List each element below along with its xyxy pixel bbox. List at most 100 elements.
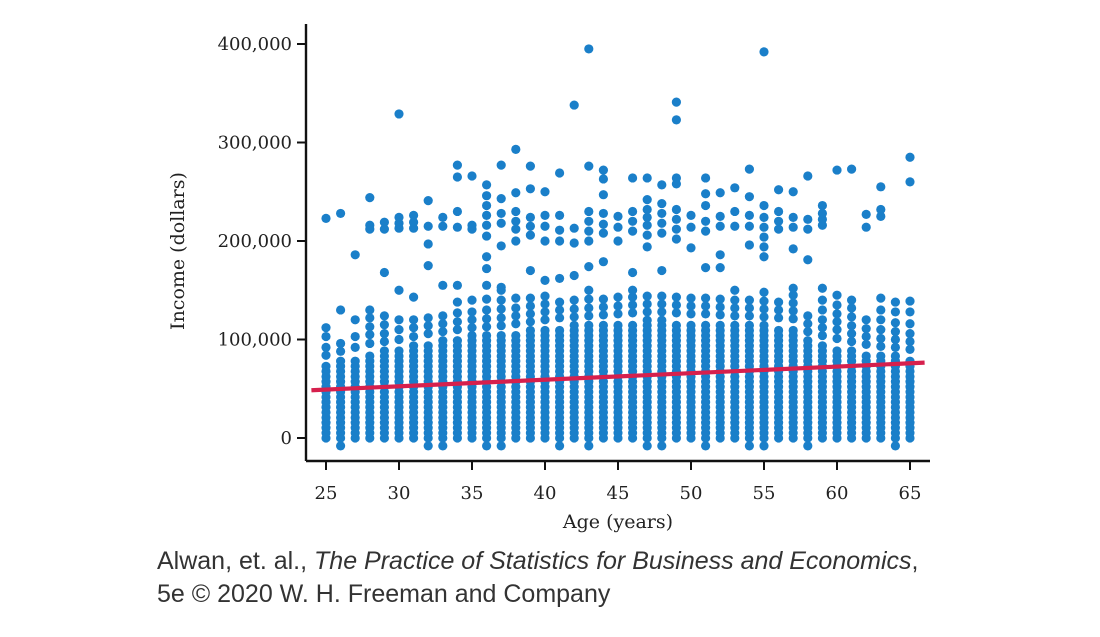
data-point [715, 188, 725, 198]
data-point [452, 172, 462, 182]
data-point-outlier [905, 177, 915, 187]
data-point [774, 206, 784, 217]
data-point [409, 210, 419, 220]
data-point [482, 322, 492, 332]
data-point [730, 303, 740, 313]
data-point [861, 315, 871, 325]
data-point [774, 297, 784, 307]
data-point [890, 318, 901, 328]
data-point [876, 351, 886, 361]
data-point [336, 346, 346, 356]
data-point [832, 333, 842, 344]
data-point [671, 320, 682, 330]
data-point [467, 307, 477, 317]
data-point [730, 206, 740, 217]
data-point-outlier [905, 152, 915, 162]
data-point [350, 315, 360, 325]
data-point [759, 212, 769, 222]
caption-line-1: Alwan, et. al., The Practice of Statisti… [157, 545, 1077, 578]
data-point [438, 311, 448, 321]
data-point [452, 336, 462, 346]
data-point [628, 292, 638, 302]
data-point [540, 210, 550, 220]
data-point [525, 161, 536, 171]
data-point [847, 312, 857, 322]
data-point [788, 314, 798, 324]
ticks-layer: 25 30 35 40 45 50 55 60 65 0 100,000 200,000 300,000… [218, 34, 922, 504]
data-point [730, 221, 740, 231]
data-point [452, 317, 462, 327]
data-point [321, 350, 331, 360]
data-point [569, 312, 579, 322]
data-point [482, 294, 492, 304]
data-point [744, 210, 755, 220]
data-point [657, 208, 667, 219]
data-point [511, 236, 521, 246]
data-point [525, 212, 536, 222]
data-point [511, 303, 521, 313]
data-point [817, 323, 828, 333]
data-point [774, 325, 784, 336]
y-tick-label: 0 [281, 428, 292, 449]
data-point [642, 195, 652, 205]
data-point [496, 218, 506, 228]
data-point [569, 295, 579, 305]
data-point [496, 330, 506, 341]
caption-book-title: The Practice of Statistics for Business … [314, 547, 912, 575]
data-point [569, 223, 579, 233]
data-point [540, 291, 550, 301]
data-point [686, 243, 696, 253]
data-point [365, 322, 375, 332]
data-point-outlier [671, 115, 682, 125]
data-point [482, 252, 492, 262]
data-point [482, 180, 492, 190]
regression-line-layer [311, 360, 925, 393]
y-tick-label: 200,000 [218, 231, 292, 252]
data-point [423, 221, 433, 231]
data-point [423, 239, 433, 249]
data-point [774, 216, 784, 226]
data-point-outlier [438, 280, 448, 290]
data-point [890, 297, 901, 307]
data-point [890, 342, 901, 352]
data-point [671, 204, 682, 215]
data-point [657, 265, 667, 276]
data-point [788, 290, 798, 300]
data-point [598, 228, 609, 238]
data-point [744, 221, 755, 231]
data-point [744, 320, 755, 330]
data-point [336, 338, 346, 349]
data-point [365, 338, 375, 349]
data-point [642, 204, 652, 215]
data-point [817, 341, 828, 351]
data-point [452, 308, 462, 318]
data-point [598, 190, 609, 200]
data-point [657, 299, 667, 309]
data-point [511, 311, 521, 321]
data-point [847, 336, 857, 347]
data-point [803, 336, 813, 346]
data-point [642, 242, 652, 252]
data-point-outlier [321, 213, 331, 223]
data-point [584, 320, 594, 330]
data-point [686, 222, 696, 232]
data-point [613, 222, 623, 232]
data-point [701, 309, 711, 319]
data-point [817, 200, 828, 211]
data-point [861, 222, 871, 232]
data-point [584, 236, 594, 246]
data-point [876, 293, 886, 303]
data-point [715, 211, 725, 221]
data-point [759, 200, 769, 211]
data-point [511, 206, 521, 217]
data-point [847, 321, 857, 331]
data-point [438, 319, 448, 329]
y-tick-label: 400,000 [218, 34, 292, 55]
data-point [686, 210, 696, 220]
data-point [876, 305, 886, 315]
data-point [657, 198, 667, 209]
data-point [686, 293, 696, 303]
data-point [803, 319, 813, 329]
x-tick-label: 45 [607, 483, 630, 504]
data-point [847, 295, 857, 305]
